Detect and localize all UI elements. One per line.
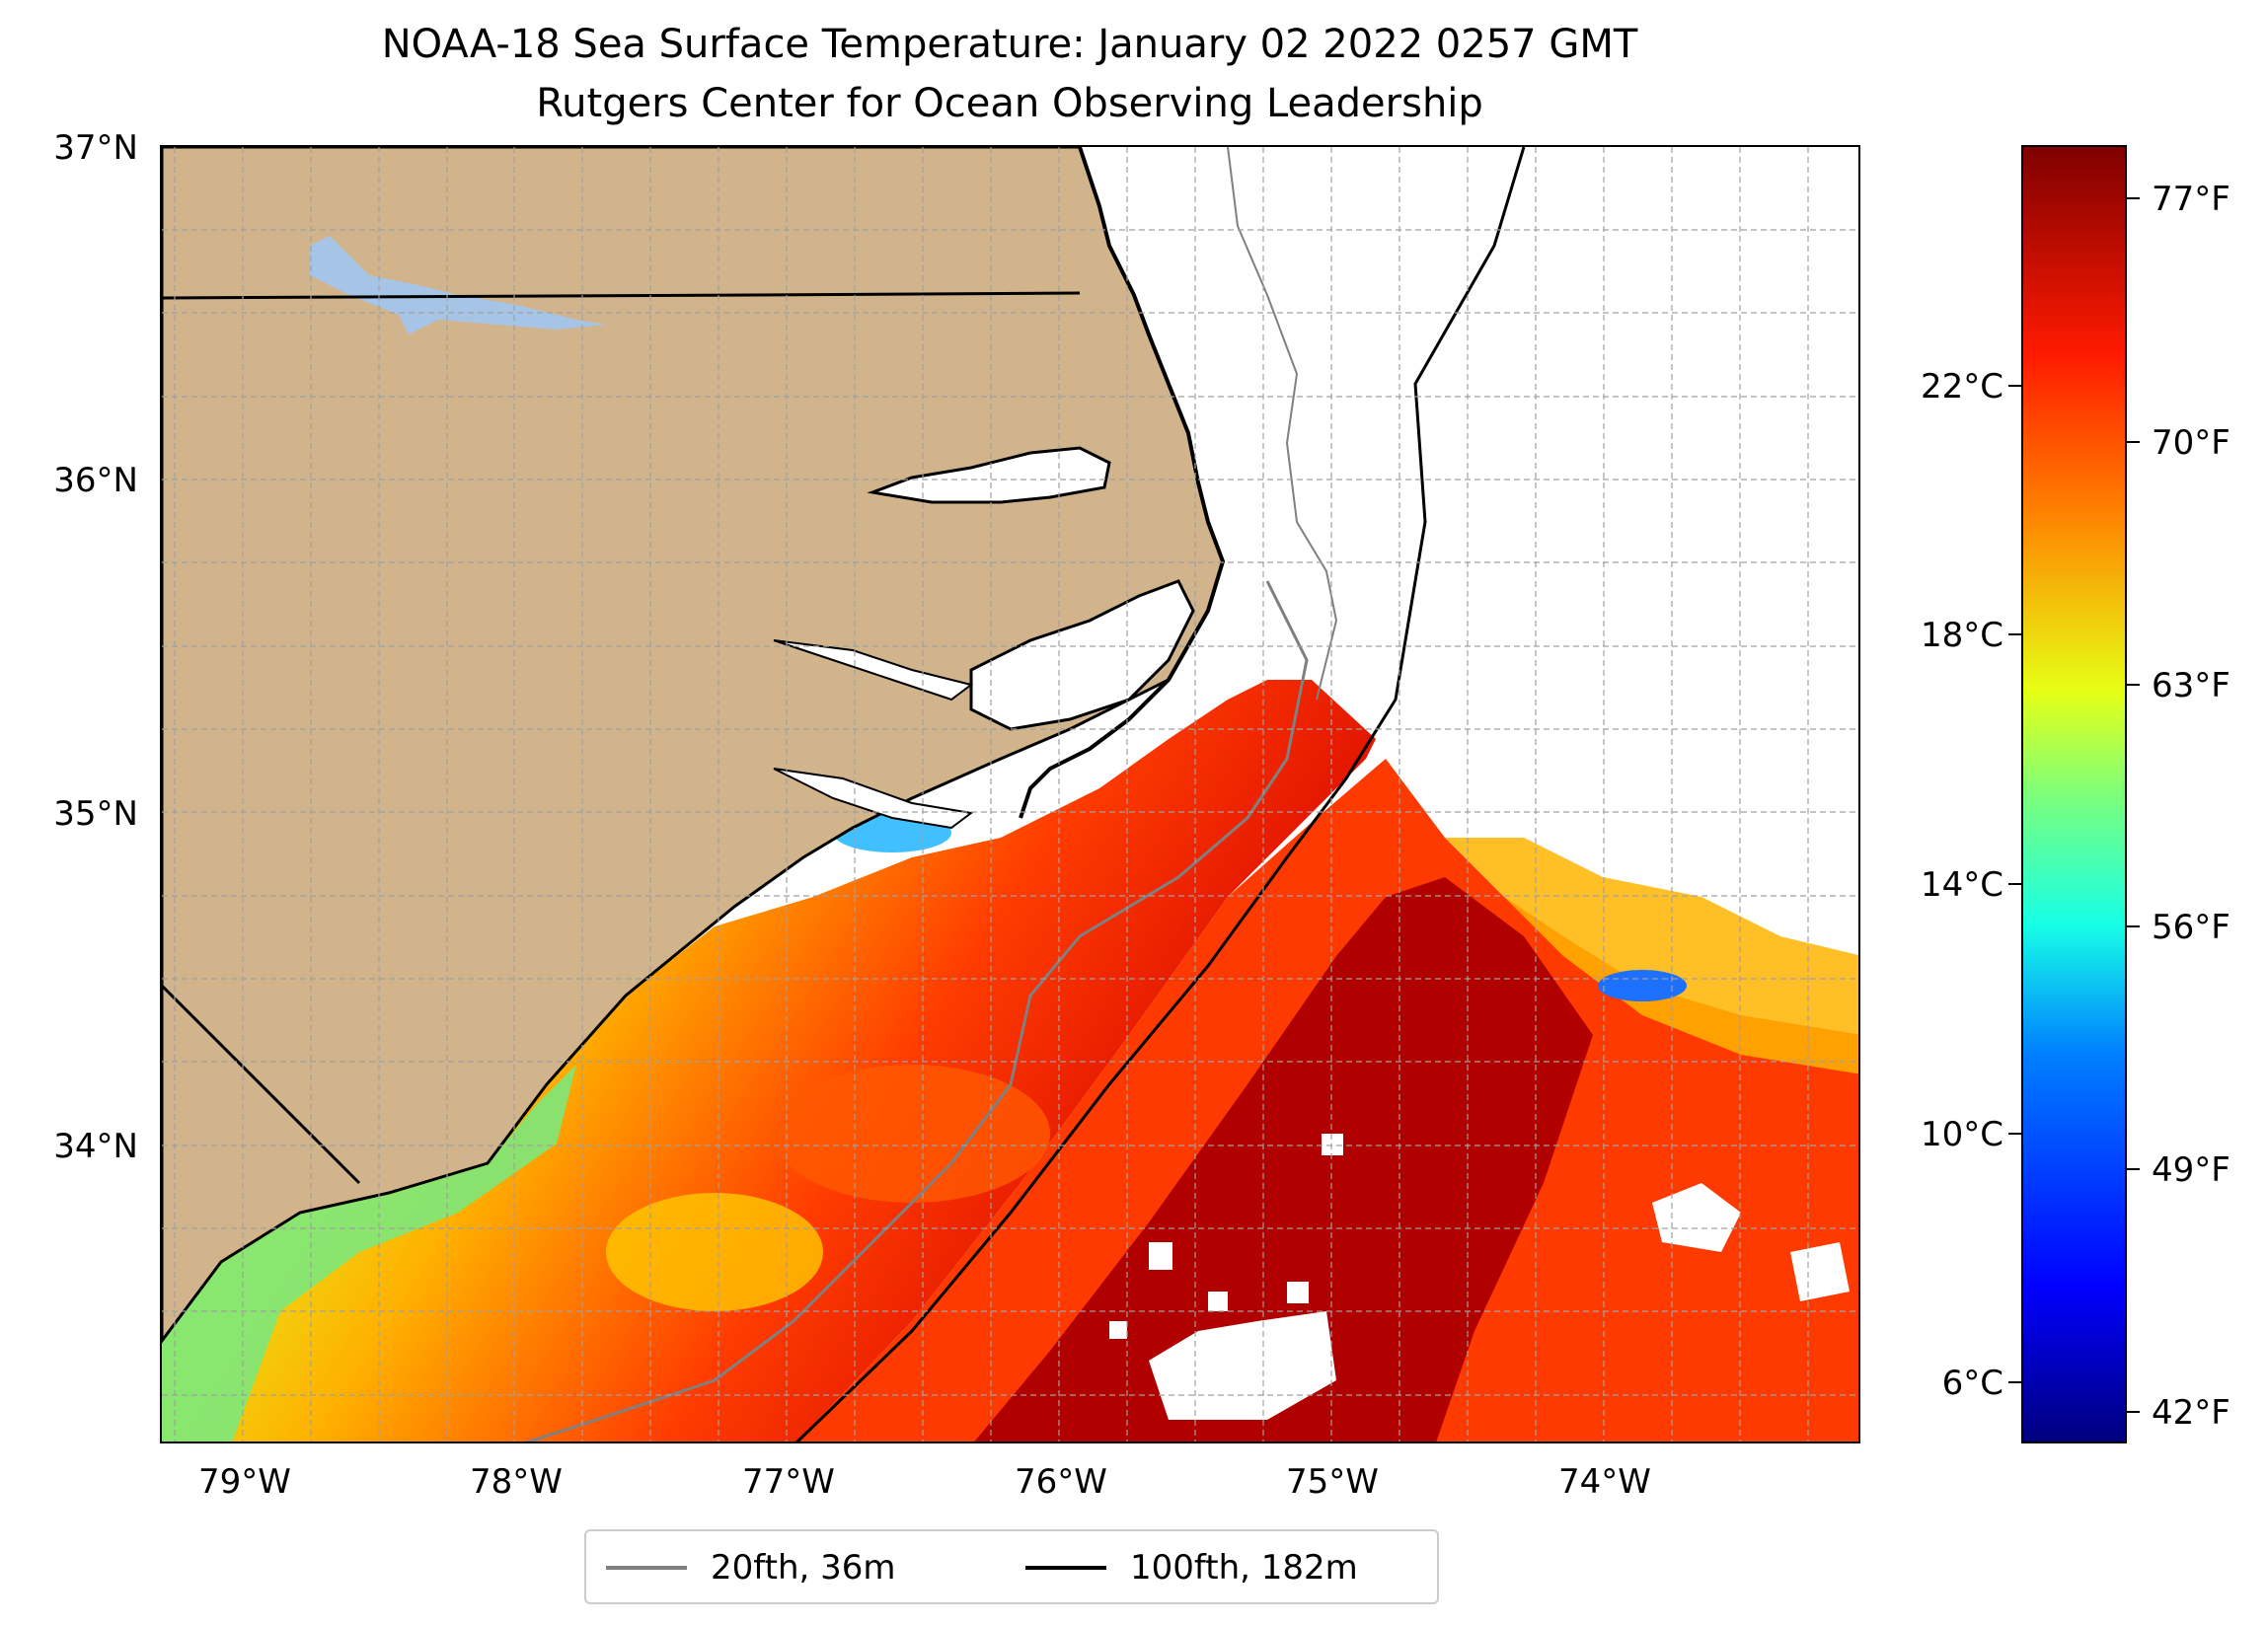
lat-label-35n: 35°N — [53, 794, 138, 834]
state-border-nc-sc — [162, 984, 361, 1185]
legend-item-20fth: 20fth, 36m — [606, 1545, 896, 1590]
colorbar-tick-c — [2008, 1381, 2021, 1383]
colorbar-label-celsius: 22°C — [1920, 367, 2003, 406]
sst-offshore-cool — [1598, 970, 1687, 1001]
legend-item-100fth: 100fth, 182m — [1025, 1545, 1358, 1590]
colorbar-label-fahrenheit: 42°F — [2152, 1393, 2230, 1433]
legend: 20fth, 36m 100fth, 182m — [584, 1529, 1439, 1604]
colorbar-tick-c — [2008, 1133, 2021, 1135]
colorbar-label-celsius: 14°C — [1920, 865, 2003, 905]
colorbar-tick-c — [2008, 385, 2021, 387]
isobath-20fth-offshore — [1227, 147, 1338, 701]
colorbar-tick-f — [2127, 684, 2140, 686]
no-data-1 — [1652, 1183, 1741, 1252]
chart-title: NOAA-18 Sea Surface Temperature: January… — [381, 22, 1638, 67]
kerr-lake — [310, 236, 606, 334]
colorbar-label-fahrenheit: 70°F — [2152, 423, 2230, 463]
colorbar-label-celsius: 10°C — [1920, 1115, 2003, 1154]
legend-swatch-black — [1025, 1566, 1106, 1570]
colorbar-label-fahrenheit: 63°F — [2152, 666, 2230, 705]
isobath-100fth — [794, 147, 1526, 1441]
no-data-7 — [1322, 1134, 1343, 1155]
no-data-patches — [1109, 1134, 1850, 1420]
outer-banks — [1019, 147, 1226, 819]
pamlico-river — [773, 639, 974, 702]
no-data-6 — [1109, 1321, 1127, 1339]
colorbar-tick-f — [2127, 197, 2140, 199]
no-data-8 — [1287, 1282, 1309, 1303]
no-data-4 — [1149, 1242, 1172, 1270]
no-data-2 — [1790, 1242, 1850, 1301]
sst-gulf-stream — [974, 877, 1593, 1441]
pamlico-sound — [969, 579, 1195, 731]
lat-label-36n: 36°N — [53, 461, 138, 500]
lon-label-77w: 77°W — [742, 1462, 835, 1502]
sst-offshore-yellow — [1445, 838, 1858, 1074]
sst-coastal-band — [162, 680, 1376, 1441]
lon-label-74w: 74°W — [1558, 1462, 1651, 1502]
map-canvas — [162, 147, 1858, 1441]
colorbar-tick-c — [2008, 633, 2021, 635]
legend-swatch-gray — [606, 1566, 687, 1570]
isobath-20fth — [524, 580, 1309, 1441]
lon-label-78w: 78°W — [470, 1462, 563, 1502]
colorbar-tick-f — [2127, 441, 2140, 443]
lon-label-75w: 75°W — [1286, 1462, 1379, 1502]
gridlines — [162, 147, 1858, 1441]
colorbar-label-fahrenheit: 56°F — [2152, 908, 2230, 947]
colorbar-tick-f — [2127, 1411, 2140, 1413]
colorbar-label-fahrenheit: 49°F — [2152, 1150, 2230, 1190]
sst-nearshore-cool — [162, 1065, 576, 1441]
no-data-5 — [1208, 1292, 1228, 1311]
colorbar-label-celsius: 6°C — [1941, 1364, 2003, 1403]
sst-map — [160, 145, 1860, 1443]
lat-label-37n: 37°N — [53, 128, 138, 168]
lon-label-79w: 79°W — [198, 1462, 291, 1502]
colorbar-tick-f — [2127, 1168, 2140, 1170]
state-border-va-nc — [162, 291, 1081, 300]
colorbar-tick-f — [2127, 925, 2140, 927]
sst-cool-patch — [606, 1193, 823, 1311]
sst-field — [162, 440, 1858, 1441]
sst-warm-eddy — [774, 1065, 1050, 1203]
colorbar-tick-c — [2008, 883, 2021, 885]
colorbar-label-fahrenheit: 77°F — [2152, 180, 2230, 219]
colorbar — [2021, 145, 2127, 1443]
legend-label: 20fth, 36m — [711, 1548, 896, 1588]
lon-label-76w: 76°W — [1015, 1462, 1107, 1502]
chart-subtitle: Rutgers Center for Ocean Observing Leade… — [536, 81, 1483, 126]
lat-label-34n: 34°N — [53, 1127, 138, 1166]
colorbar-label-celsius: 18°C — [1920, 616, 2003, 655]
legend-label: 100fth, 182m — [1130, 1548, 1358, 1588]
